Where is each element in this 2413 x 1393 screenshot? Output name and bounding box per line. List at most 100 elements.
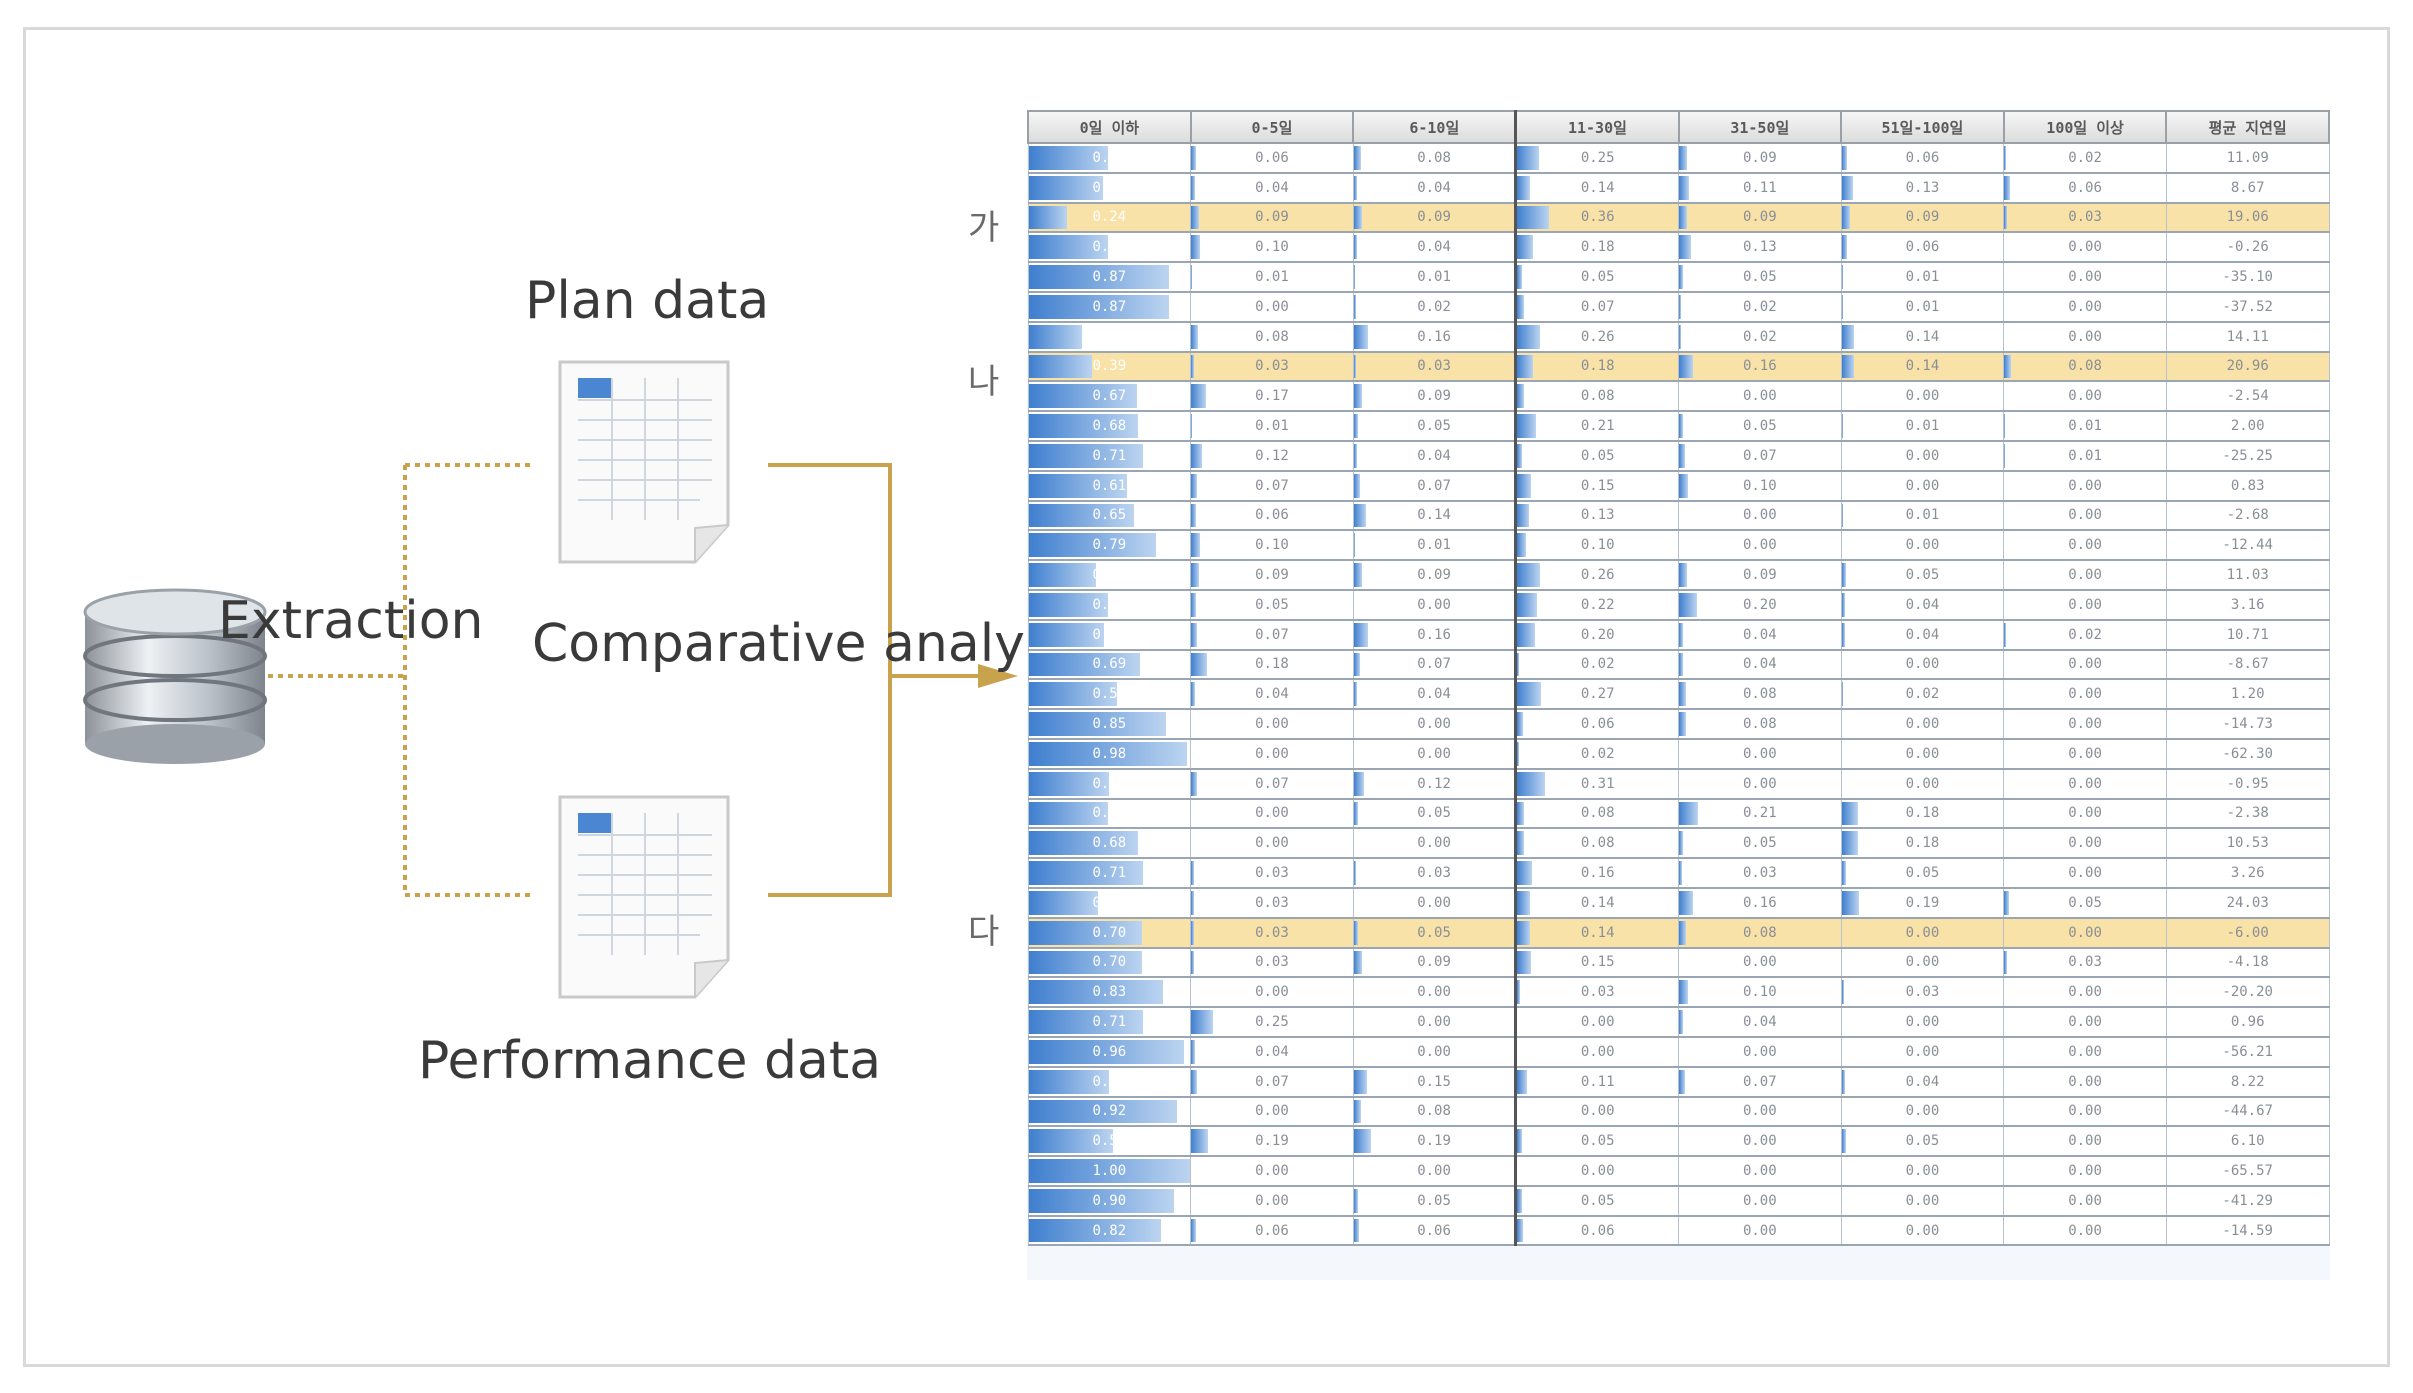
cell-value: 0.09 bbox=[1905, 209, 1940, 226]
cell-value: 0.00 bbox=[1417, 596, 1451, 613]
table-row: 0.71 0.12 0.04 0.05 0.07 0.00 0.01 -25.25 bbox=[1027, 440, 2330, 472]
data-bar bbox=[1842, 175, 1854, 200]
cell-value: 0.00 bbox=[1742, 537, 1777, 554]
table-cell: 0.00 bbox=[2003, 1006, 2167, 1038]
table-cell: 0.85 bbox=[1027, 708, 1192, 740]
cell-value: 0.00 bbox=[1580, 1162, 1615, 1179]
data-bar bbox=[1028, 265, 1170, 289]
table-cell: -2.54 bbox=[2165, 380, 2330, 413]
table-cell: 0.50 bbox=[1027, 1066, 1192, 1098]
table-cell: -41.29 bbox=[2165, 1185, 2330, 1217]
table-cell: 0.00 bbox=[2003, 1215, 2167, 1247]
data-bar bbox=[1842, 414, 1843, 438]
table-cell: 0.01 bbox=[1352, 261, 1517, 293]
table-cell: 0.49 bbox=[1027, 231, 1192, 264]
cell-value: 0.02 bbox=[1580, 656, 1615, 673]
table-cell: 0.00 bbox=[1190, 1096, 1354, 1128]
cell-value: 0.00 bbox=[1905, 954, 1940, 971]
cell-value: 0.19 bbox=[1417, 1133, 1451, 1150]
data-bar bbox=[1354, 205, 1362, 230]
table-row: 0.67 0.17 0.09 0.08 0.00 0.00 0.00 -2.54 bbox=[1027, 380, 2330, 413]
table-cell: -4.18 bbox=[2165, 947, 2330, 979]
cell-value: 0.01 bbox=[1905, 418, 1940, 435]
cell-value: 0.00 bbox=[1905, 1103, 1940, 1120]
data-bar bbox=[1679, 861, 1682, 885]
cell-value: 0.26 bbox=[1580, 567, 1615, 584]
table-cell: 0.06 bbox=[1840, 142, 2005, 174]
cell-value: 0.15 bbox=[1580, 954, 1615, 971]
cell-value: -4.18 bbox=[2226, 954, 2269, 971]
cell-value: 0.00 bbox=[1255, 805, 1289, 822]
table-row: 0.70 0.03 0.09 0.15 0.00 0.00 0.03 -4.18 bbox=[1027, 947, 2330, 979]
cell-value: -6.00 bbox=[2226, 924, 2269, 941]
table-cell: 0.05 bbox=[1678, 261, 1842, 293]
cell-value: 0.01 bbox=[1905, 507, 1940, 524]
cell-value: 0.09 bbox=[1417, 954, 1451, 971]
column-header: 11-30일 bbox=[1514, 110, 1680, 144]
cell-value: 0.00 bbox=[2068, 924, 2102, 941]
cell-value: 0.00 bbox=[1905, 656, 1940, 673]
cell-value: 0.03 bbox=[1905, 984, 1940, 1001]
table-cell: 0.70 bbox=[1027, 947, 1192, 979]
table-cell: 0.08 bbox=[1352, 1096, 1517, 1128]
cell-value: 0.00 bbox=[1742, 1043, 1777, 1060]
data-bar bbox=[1354, 443, 1358, 468]
table-cell: 0.00 bbox=[2003, 1096, 2167, 1128]
data-bar bbox=[1842, 861, 1847, 885]
data-bar bbox=[1842, 354, 1855, 379]
table-cell: 0.09 bbox=[1678, 202, 1842, 234]
cell-value: 0.04 bbox=[1255, 1043, 1289, 1060]
marker-ga: 가 bbox=[968, 208, 1000, 248]
data-bar bbox=[1679, 831, 1684, 856]
cell-value: 0.07 bbox=[1255, 775, 1289, 792]
data-bar bbox=[2004, 890, 2009, 915]
table-row: 0.42 0.09 0.09 0.26 0.09 0.05 0.00 11.03 bbox=[1027, 559, 2330, 591]
table-row: 0.82 0.06 0.06 0.06 0.00 0.00 0.00 -14.59 bbox=[1027, 1215, 2330, 1247]
table-row: 0.49 0.06 0.08 0.25 0.09 0.06 0.02 11.09 bbox=[1027, 142, 2330, 174]
cell-value: 0.00 bbox=[1742, 1222, 1777, 1239]
spreadsheet-icon bbox=[558, 360, 730, 564]
table-cell: 0.00 bbox=[1352, 976, 1517, 1009]
table-cell: 0.00 bbox=[2003, 470, 2167, 502]
table-cell: 0.01 bbox=[1840, 291, 2005, 323]
table-cell: 0.00 bbox=[1190, 827, 1354, 860]
table-row: 0.68 0.01 0.05 0.21 0.05 0.01 0.01 2.00 bbox=[1027, 410, 2330, 442]
table-cell: 0.61 bbox=[1027, 470, 1192, 502]
cell-value: 0.09 bbox=[1742, 209, 1777, 226]
cell-value: 0.00 bbox=[1742, 745, 1777, 762]
cell-value: 0.09 bbox=[1417, 388, 1451, 405]
data-bar bbox=[1028, 622, 1105, 647]
cell-value: 0.00 bbox=[2068, 269, 2102, 286]
data-bar bbox=[1842, 622, 1846, 647]
table-cell: 0.07 bbox=[1678, 440, 1842, 472]
table-cell: 0.96 bbox=[2165, 1006, 2330, 1038]
cell-value: -12.44 bbox=[2222, 537, 2273, 554]
data-bar bbox=[1191, 950, 1194, 975]
table-cell: 19.06 bbox=[2165, 202, 2330, 234]
cell-value: 0.71 bbox=[1092, 447, 1127, 464]
table-cell: 0.00 bbox=[1840, 1006, 2005, 1038]
table-cell: 0.04 bbox=[1352, 231, 1517, 264]
data-bar bbox=[1354, 563, 1362, 587]
table-cell: 0.09 bbox=[1352, 202, 1517, 234]
table-cell: 0.42 bbox=[1027, 559, 1192, 591]
cell-value: 0.09 bbox=[1255, 209, 1289, 226]
table-cell: 0.96 bbox=[1027, 1036, 1192, 1068]
table-cell: 0.03 bbox=[1190, 887, 1354, 919]
cell-value: 0.18 bbox=[1905, 805, 1940, 822]
cell-value: 0.05 bbox=[1742, 269, 1777, 286]
table-cell: 0.82 bbox=[1027, 1215, 1192, 1247]
data-bar bbox=[1191, 1010, 1214, 1034]
table-cell: 0.16 bbox=[1678, 351, 1842, 383]
data-bar bbox=[2004, 146, 2007, 170]
table-row: 0.71 0.25 0.00 0.00 0.04 0.00 0.00 0.96 bbox=[1027, 1006, 2330, 1038]
data-bar bbox=[1842, 205, 1850, 230]
data-bar bbox=[1028, 503, 1134, 528]
table-cell: 0.00 bbox=[1678, 768, 1842, 800]
data-bar bbox=[1028, 414, 1139, 438]
cell-value: -14.59 bbox=[2222, 1222, 2273, 1239]
table-cell: 0.87 bbox=[1027, 291, 1192, 323]
cell-value: 0.04 bbox=[1905, 1073, 1940, 1090]
cell-value: 0.26 bbox=[1580, 328, 1615, 345]
cell-value: 0.00 bbox=[1905, 716, 1940, 733]
